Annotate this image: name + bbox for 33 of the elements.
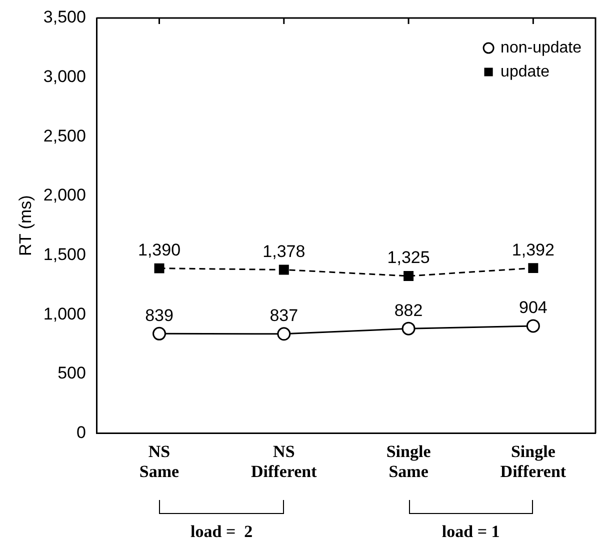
y-tick-label: 3,500 xyxy=(43,8,86,27)
y-tick-label: 3,000 xyxy=(43,67,86,86)
point xyxy=(528,263,538,274)
data-label: 837 xyxy=(270,306,298,326)
data-label: 839 xyxy=(145,306,174,325)
point xyxy=(152,326,166,340)
y-tick-label: 2,500 xyxy=(43,126,86,146)
x-tick-label: Single Same xyxy=(386,442,432,482)
data-label: 1,325 xyxy=(387,248,430,268)
data-label: 1,378 xyxy=(262,242,306,261)
point xyxy=(278,264,289,275)
point xyxy=(526,319,540,333)
legend-label: non-update xyxy=(500,39,582,56)
legend-label: update xyxy=(500,63,550,80)
x-tick-label: Single Different xyxy=(500,442,566,482)
text: load = 1 xyxy=(442,522,500,542)
point xyxy=(277,327,291,341)
point xyxy=(402,322,416,336)
point xyxy=(154,263,164,274)
x-tick-label: NS Different xyxy=(251,442,318,482)
data-label: 1,392 xyxy=(512,240,554,260)
y-tick-label: 2,000 xyxy=(43,186,86,205)
y-axis-title: RT (ms) xyxy=(16,195,35,256)
y-tick-label: 1,500 xyxy=(43,244,86,264)
data-label: 882 xyxy=(394,300,423,320)
text: load = 2 xyxy=(190,522,253,542)
y-tick-label: 0 xyxy=(76,422,86,442)
data-label: 904 xyxy=(518,298,548,318)
y-tick-label: 1,000 xyxy=(43,304,86,324)
x-tick-label: NS Same xyxy=(139,442,180,482)
point xyxy=(404,271,414,282)
y-tick-label: 500 xyxy=(58,364,86,383)
data-label: 1,390 xyxy=(138,240,181,260)
